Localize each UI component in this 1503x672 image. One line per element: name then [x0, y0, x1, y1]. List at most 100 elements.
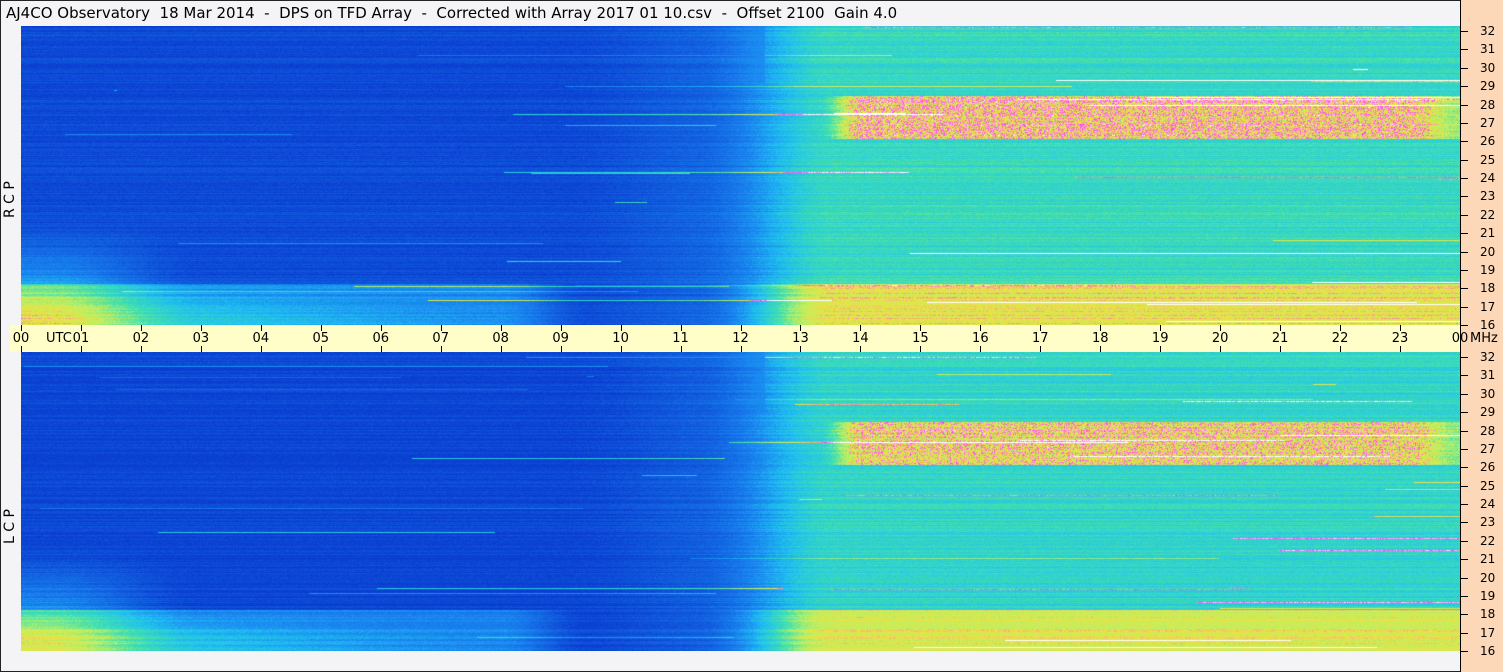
y-tick-label: 21 [1480, 226, 1496, 241]
y-tick-label: 23 [1480, 515, 1496, 530]
x-tick-mark [1040, 325, 1042, 331]
x-tick-label: 07 [432, 331, 449, 346]
x-tick-mark [1400, 325, 1402, 331]
x-tick-label: 09 [552, 331, 569, 346]
y-tick-label: 19 [1480, 588, 1496, 603]
x-tick-mark [920, 325, 922, 331]
x-tick-label: 08 [492, 331, 509, 346]
y-tick-mark [1460, 651, 1468, 652]
x-tick-mark [1460, 346, 1461, 352]
y-tick-mark [1460, 122, 1468, 124]
x-tick-label: 19 [1151, 331, 1169, 346]
x-tick-label: 13 [792, 331, 809, 346]
x-tick-mark [740, 325, 742, 331]
x-tick-mark [440, 346, 442, 352]
y-tick-label: 24 [1480, 497, 1496, 511]
y-tick-label: 30 [1480, 60, 1496, 75]
y-tick-label: 16 [1480, 318, 1496, 332]
x-tick-mark [1220, 325, 1222, 331]
x-tick-label: 00 [1451, 331, 1469, 346]
x-tick-label: 02 [132, 331, 150, 346]
y-tick-label: 17 [1480, 299, 1496, 314]
y-tick-mark [1460, 67, 1468, 69]
x-tick-label: 00 [12, 331, 30, 346]
y-tick-mark [1460, 141, 1468, 143]
y-tick-mark [1460, 614, 1468, 616]
panel-label-lcp: L C P [2, 509, 18, 544]
y-tick-mark [1460, 306, 1468, 308]
y-tick-label: 23 [1480, 189, 1496, 204]
y-tick-label: 26 [1480, 460, 1496, 475]
x-tick-label: 15 [912, 331, 929, 346]
y-tick-mark [1460, 577, 1468, 579]
x-tick-mark [1040, 346, 1042, 352]
x-tick-label: 21 [1271, 331, 1289, 346]
x-tick-label: 03 [192, 331, 210, 346]
y-tick-label: 21 [1480, 552, 1496, 567]
x-tick-mark [1220, 346, 1222, 352]
x-tick-mark [920, 346, 922, 352]
y-tick-label: 25 [1480, 152, 1496, 167]
y-tick-mark [1460, 196, 1468, 198]
y-tick-mark [1460, 357, 1468, 358]
y-tick-mark [1460, 269, 1468, 271]
x-tick-mark [1340, 346, 1342, 352]
y-tick-label: 30 [1480, 386, 1496, 401]
y-tick-mark [1460, 214, 1468, 216]
x-tick-label: 14 [852, 331, 869, 346]
y-tick-mark [1460, 251, 1468, 253]
x-tick-label: 23 [1391, 331, 1409, 346]
y-tick-label: 31 [1480, 368, 1496, 383]
x-tick-mark [260, 325, 262, 331]
y-tick-label: 26 [1480, 134, 1496, 149]
x-axis-label: UTC [46, 331, 72, 346]
y-tick-mark [1460, 540, 1468, 542]
y-axis-unit: MHz [1470, 331, 1498, 346]
y-tick-label: 20 [1480, 570, 1496, 585]
y-tick-mark [1460, 467, 1468, 469]
x-tick-label: 05 [312, 331, 330, 346]
spectrogram-lcp [21, 352, 1460, 651]
y-tick-label: 28 [1480, 97, 1496, 112]
y-tick-label: 18 [1480, 281, 1496, 296]
x-tick-mark [140, 346, 142, 352]
x-tick-mark [1340, 325, 1342, 331]
x-tick-mark [260, 346, 262, 352]
x-tick-label: 10 [612, 331, 629, 346]
x-tick-label: 12 [732, 331, 749, 346]
y-tick-label: 22 [1480, 207, 1496, 222]
y-tick-mark [1460, 288, 1468, 290]
y-tick-label: 25 [1480, 478, 1496, 493]
y-tick-mark [1460, 632, 1468, 634]
x-tick-mark [500, 346, 502, 352]
y-tick-label: 17 [1480, 625, 1496, 640]
y-tick-mark [1460, 430, 1468, 432]
x-tick-mark [980, 346, 982, 352]
x-tick-mark [980, 325, 982, 331]
x-tick-mark [800, 346, 802, 352]
y-tick-label: 32 [1480, 24, 1496, 38]
x-tick-mark [21, 346, 22, 352]
x-tick-mark [860, 346, 862, 352]
y-tick-mark [1460, 522, 1468, 524]
x-tick-mark [1280, 346, 1282, 352]
x-tick-mark [800, 325, 802, 331]
y-tick-mark [1460, 49, 1468, 51]
x-tick-mark [320, 346, 322, 352]
x-tick-mark [740, 346, 742, 352]
x-tick-mark [620, 346, 622, 352]
x-tick-mark [380, 346, 382, 352]
x-tick-mark [380, 325, 382, 331]
y-tick-mark [1460, 595, 1468, 597]
y-tick-label: 29 [1480, 79, 1496, 94]
y-tick-mark [1460, 504, 1468, 505]
y-tick-label: 27 [1480, 115, 1496, 130]
x-tick-mark [560, 325, 562, 331]
x-tick-mark [1400, 346, 1402, 352]
x-tick-mark [1460, 325, 1461, 331]
time-axis [10, 325, 1460, 352]
x-tick-mark [21, 325, 22, 331]
x-tick-mark [1160, 346, 1162, 352]
y-tick-label: 28 [1480, 423, 1496, 438]
y-tick-label: 19 [1480, 262, 1496, 277]
